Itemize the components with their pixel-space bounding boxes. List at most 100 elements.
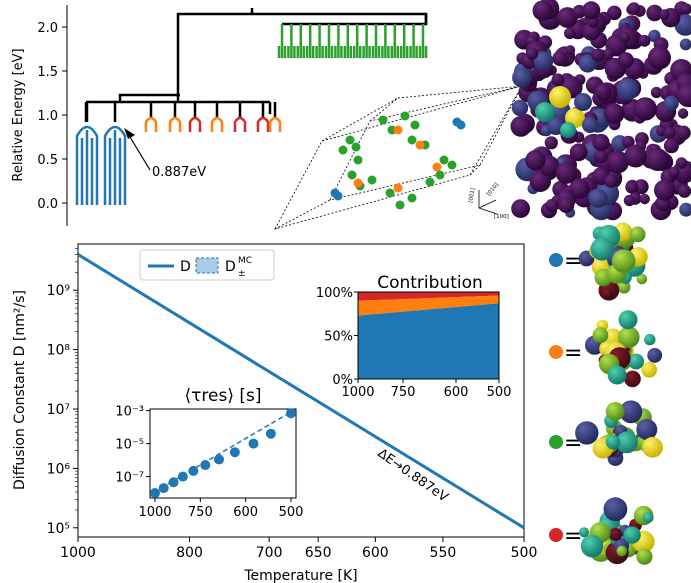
cluster-sphere [592, 133, 610, 152]
contribution-y-tick: 100% [316, 286, 353, 301]
tree-leaf-green [409, 24, 418, 58]
cell-atom-green [447, 160, 457, 170]
tree-branch [84, 102, 272, 122]
cluster-sphere [588, 188, 608, 208]
cluster-sphere [646, 4, 663, 22]
tree-branch-green [282, 14, 428, 26]
tau-y-tick: 10⁻⁵ [115, 438, 144, 453]
site-sphere [607, 365, 627, 385]
cluster-sphere [552, 50, 568, 67]
main-x-tick: 650 [305, 545, 332, 561]
cell-atom-green [378, 115, 388, 125]
cluster-sphere [679, 38, 691, 51]
cluster-sphere [591, 48, 605, 62]
site-sphere [575, 421, 599, 445]
sphere-cluster-large [510, 0, 691, 221]
main-xlabel: Temperature [K] [243, 568, 357, 583]
main-x-tick: 800 [176, 545, 203, 561]
legend-D-label: D [180, 259, 191, 275]
tree-leaf-green [315, 24, 324, 58]
cluster-sphere [676, 83, 691, 108]
site-sphere [605, 435, 621, 450]
site-sphere [590, 237, 614, 261]
tree-leaf-red [188, 116, 202, 132]
cell-atom-green [338, 145, 348, 155]
tree-leaf-blue [103, 125, 127, 205]
site-sphere [601, 287, 613, 299]
energy-tick: 2.0 [37, 21, 58, 36]
main-x-tick: 600 [362, 545, 389, 561]
tau-y-tick: 10⁻⁷ [115, 471, 144, 486]
tau-x-tick: 600 [233, 505, 258, 520]
contribution-title: Contribution [377, 273, 483, 293]
tau-point [286, 408, 296, 419]
cluster-sphere [582, 22, 601, 41]
energy-tick: 0.0 [37, 197, 58, 212]
tree-leaf-blue [75, 125, 99, 205]
cluster-sphere [620, 32, 631, 43]
cluster-sphere [663, 126, 676, 139]
cluster-sphere [659, 9, 670, 20]
tree-leaf-green [343, 24, 353, 58]
site-sphere [616, 545, 628, 557]
cluster-sphere [533, 51, 554, 71]
tau-point [177, 471, 188, 482]
tree-leaf-green [296, 24, 306, 58]
cluster-sphere [616, 78, 639, 101]
cell-atom-orange [393, 125, 403, 135]
inset-residence-time: ⟨τres⟩ [s] 10⁻⁷ 10⁻⁵ 10⁻³ 1000 750 600 500 [115, 386, 303, 520]
cell-atom-green [400, 111, 410, 121]
cell-atom-green [439, 155, 449, 165]
cluster-sphere-highlight [582, 117, 598, 133]
cluster-sphere [633, 179, 649, 195]
tree-leaf-green [371, 24, 381, 58]
series-D-line [77, 253, 525, 530]
tau-point [248, 438, 259, 449]
unit-cell-atoms [330, 111, 466, 210]
cluster-sphere [526, 47, 539, 60]
cell-atom-green [407, 193, 417, 203]
site-sphere [611, 249, 636, 273]
energy-ylabel: Relative Energy [eV] [11, 48, 26, 181]
main-chart: 1000 800 700 650 600 550 500 10⁵ 10⁶ 10⁷ 10⁸ 10⁹ Te… [12, 243, 538, 583]
legend-Dmc-sup: MC [238, 256, 252, 266]
cell-atom-green [385, 188, 395, 198]
main-x-tick: 1000 [60, 545, 96, 561]
cluster-sphere-highlight [560, 122, 576, 138]
contribution-x-tick: 1000 [341, 385, 374, 400]
energy-tick: 1.0 [37, 109, 58, 124]
tree-leaf-green [399, 24, 409, 58]
cell-atom-green [410, 120, 420, 130]
cluster-sphere [606, 150, 630, 174]
tree-leaf-green [277, 24, 287, 58]
cluster-sphere [663, 138, 679, 154]
contribution-area-blue [358, 303, 499, 379]
energy-tick: 1.5 [37, 65, 58, 80]
cluster-sphere [625, 180, 639, 194]
site-sphere [603, 497, 628, 522]
cell-atom-orange [432, 162, 442, 172]
main-y-tick: 10⁶ [47, 461, 71, 477]
tree-trunk [86, 8, 428, 104]
main-y-tick: 10⁸ [47, 343, 71, 359]
site-sphere [644, 333, 656, 346]
cell-atom-green [347, 170, 357, 180]
site-legend-dot-blue [549, 253, 563, 267]
cell-atom-green [407, 135, 417, 145]
cluster-sphere [680, 3, 691, 15]
cell-atom-orange [353, 178, 363, 188]
cluster-sphere-highlight [549, 86, 571, 108]
tree-leaf-green [352, 24, 362, 58]
main-x-tick: 700 [256, 545, 283, 561]
main-chart-ticks: 1000 800 700 650 600 550 500 10⁵ 10⁶ 10⁷ 10⁸ 10⁹ [47, 248, 538, 561]
site-legend: ==== [549, 222, 663, 565]
tree-leaf-green [390, 24, 400, 58]
tree-leaf-green [381, 24, 390, 58]
site-sphere [636, 548, 653, 565]
energy-annotation: 0.887eV [152, 165, 206, 180]
main-x-tick: 500 [511, 545, 538, 561]
contribution-x-tick: 500 [487, 385, 512, 400]
site-sphere [592, 327, 609, 344]
tree-leaf-green [324, 24, 334, 58]
cluster-sphere [602, 48, 615, 60]
